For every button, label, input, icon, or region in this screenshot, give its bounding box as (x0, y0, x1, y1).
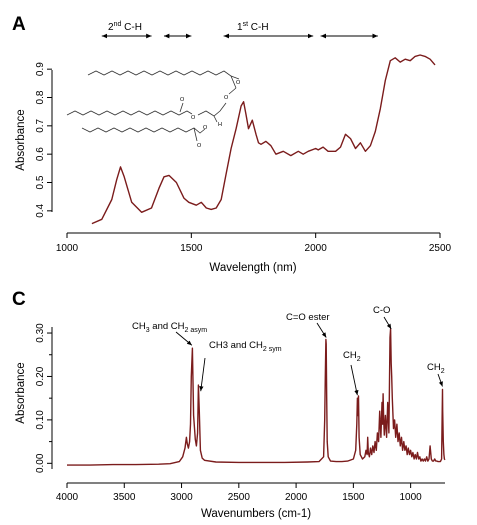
panel-a-x-ticks: 1000 1500 2000 2500 (56, 233, 452, 254)
peak-arrow-ch3-ch2-sym (199, 357, 206, 392)
svg-text:O: O (180, 97, 185, 103)
panel-c-label: C (12, 289, 26, 310)
panel-c-x-tick-label: 3500 (113, 492, 136, 503)
panel-a-nir-spectrum-line (91, 54, 436, 225)
panel-a-x-label: Wavelength (nm) (209, 262, 296, 274)
peak-arrow-ch2-1465 (350, 364, 359, 396)
panel-c-y-label: Absorbance (15, 362, 27, 423)
panel-a-label: A (12, 14, 26, 35)
label-ch2-1465: CH2 (343, 350, 361, 363)
svg-text:O: O (203, 125, 208, 131)
panel-a-y-label: Absorbance (15, 109, 27, 170)
panel-a-y-tick-label: 0.7 (35, 118, 46, 132)
panel-c-y-tick-label: 0.30 (35, 323, 46, 343)
annotation-2nd-ch: 2nd C-H (108, 21, 142, 33)
peak-arrow-ch3-ch2-asym (175, 331, 193, 346)
panel-c-x-tick-label: 2500 (228, 492, 251, 503)
panel-c-peak-arrows (175, 316, 443, 396)
panel-c-x-tick-label: 4000 (56, 492, 79, 503)
panel-a-y-ticks: 0.4 0.5 0.6 0.7 0.8 0.9 (35, 62, 52, 218)
panel-a-x-tick-label: 2000 (305, 243, 328, 254)
triglyceride-structure-image: O O O O H O O (66, 70, 241, 149)
panel-c-y-tick-label: 0.10 (35, 410, 46, 430)
panel-c-y-tick-label: 0.20 (35, 366, 46, 386)
panel-c-x-tick-label: 1000 (400, 492, 423, 503)
panel-c-x-tick-label: 1500 (342, 492, 365, 503)
svg-text:O: O (197, 143, 202, 149)
panel-c-y-tick-label: 0.00 (35, 453, 46, 473)
panel-a-y-tick-label: 0.8 (35, 90, 46, 104)
panel-c: C 4000 3500 3000 2500 2000 1500 1000 0.000.100… (12, 289, 446, 520)
svg-text:O: O (224, 95, 229, 101)
label-c-o-ester: C=O ester (286, 312, 330, 323)
panel-a: A 1000 1500 2000 2500 0.4 0.5 0.6 0.7 0.8 0.9 Wa… (12, 14, 452, 274)
label-ch3-ch2-sym: CH3 and CH2 sym (209, 340, 282, 353)
panel-a-x-tick-label: 1000 (56, 243, 79, 254)
panel-a-x-tick-label: 1500 (180, 243, 203, 254)
peak-arrow-c-o (383, 316, 392, 330)
panel-c-x-label: Wavenumbers (cm-1) (201, 508, 311, 520)
panel-c-y-ticks: 0.00 0.10 0.20 0.30 (35, 323, 52, 473)
annotation-1st-ch: 1st C-H (237, 21, 269, 33)
peak-arrow-ch2-720 (437, 373, 443, 387)
label-ch3-ch2-asym: CH3 and CH2 asym (132, 321, 207, 334)
svg-text:O: O (236, 80, 241, 86)
svg-text:H: H (218, 122, 222, 128)
panel-c-x-tick-label: 2000 (285, 492, 308, 503)
label-c-o: C-O (373, 305, 390, 316)
label-ch2-720: CH2 (427, 362, 445, 375)
panel-a-y-tick-label: 0.4 (35, 203, 46, 217)
panel-a-x-tick-label: 2500 (429, 243, 452, 254)
panel-a-y-tick-label: 0.9 (35, 62, 46, 76)
peak-arrow-c-o-ester (316, 322, 327, 338)
panel-c-x-tick-label: 3000 (170, 492, 193, 503)
panel-c-ir-spectrum-line (67, 328, 446, 466)
panel-a-y-tick-label: 0.6 (35, 147, 46, 161)
panel-a-y-tick-label: 0.5 (35, 175, 46, 189)
svg-text:O: O (191, 115, 196, 121)
panel-c-x-ticks: 4000 3500 3000 2500 2000 1500 1000 (56, 483, 422, 503)
